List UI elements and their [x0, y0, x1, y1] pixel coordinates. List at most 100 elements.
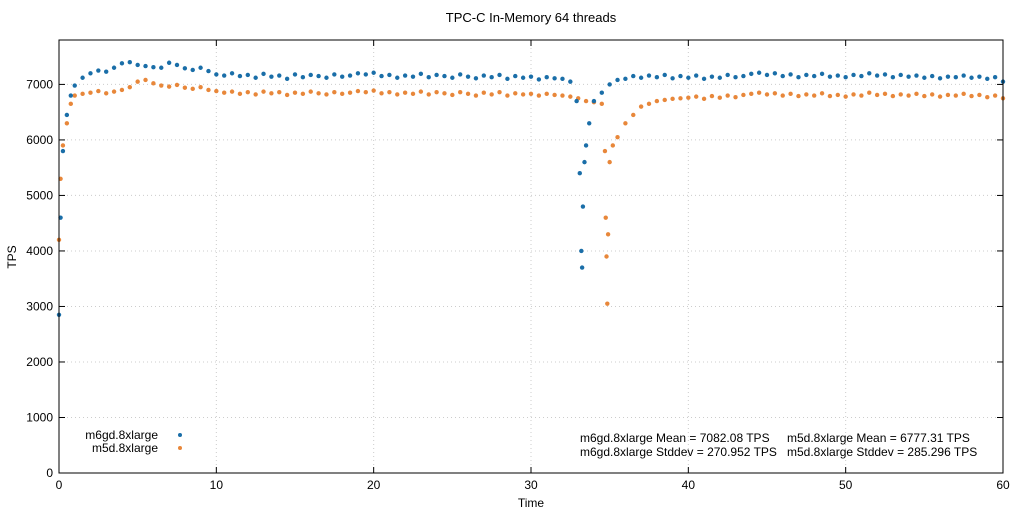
data-point-m6gd [229, 71, 235, 76]
data-point-m5d [638, 104, 644, 109]
data-points [56, 60, 1006, 317]
data-point-m6gd [969, 75, 974, 80]
data-point-m6gd [363, 72, 368, 77]
data-point-m5d [741, 92, 746, 98]
x-tick-label: 10 [210, 478, 224, 492]
data-point-m6gd [395, 75, 400, 80]
data-point-m5d [686, 95, 691, 100]
data-point-m6gd [536, 77, 542, 82]
data-point-m6gd [898, 72, 903, 78]
data-point-m5d [60, 143, 66, 148]
data-point-m6gd [906, 74, 911, 79]
data-point-m6gd [182, 66, 188, 71]
legend: m6gd.8xlarge m5d.8xlarge [85, 428, 182, 455]
data-point-m5d [450, 92, 455, 98]
data-point-m5d [922, 93, 927, 99]
data-point-m6gd [80, 75, 85, 80]
data-point-m5d [605, 232, 611, 237]
data-point-m5d [992, 93, 998, 98]
data-point-m5d [80, 91, 85, 97]
data-point-m5d [788, 91, 793, 97]
data-point-m6gd [308, 72, 313, 78]
data-point-m5d [410, 91, 416, 97]
data-point-m5d [780, 93, 785, 98]
data-point-m5d [646, 101, 652, 107]
data-point-m5d [953, 93, 958, 98]
data-point-m5d [985, 94, 990, 100]
data-point-m5d [292, 90, 298, 95]
data-point-m5d [610, 143, 616, 148]
data-point-m5d [772, 91, 778, 96]
data-point-m5d [961, 91, 966, 97]
data-point-m5d [717, 95, 722, 100]
data-point-m5d [143, 77, 148, 83]
data-point-m6gd [812, 73, 817, 79]
data-point-m5d [166, 84, 172, 89]
y-tick-label: 5000 [26, 188, 53, 202]
data-point-m6gd [780, 73, 785, 79]
data-point-m5d [111, 89, 117, 94]
data-point-m6gd [528, 74, 534, 79]
y-tick-label: 0 [46, 466, 53, 480]
data-point-m6gd [520, 75, 526, 80]
data-point-m5d [937, 94, 943, 99]
data-point-m5d [603, 215, 608, 220]
data-point-m6gd [788, 72, 793, 77]
data-point-m6gd [796, 74, 801, 80]
data-point-m6gd [135, 62, 140, 68]
data-point-m6gd [914, 73, 919, 78]
data-point-m5d [418, 89, 424, 94]
data-point-m6gd [874, 73, 880, 78]
data-point-m5d [174, 82, 180, 88]
data-point-m5d [198, 84, 203, 90]
data-point-m6gd [580, 204, 586, 209]
grid [58, 40, 1004, 474]
data-point-m5d [602, 148, 608, 154]
data-point-m6gd [977, 74, 982, 79]
data-point-m5d [72, 93, 77, 98]
data-point-m6gd [237, 73, 243, 79]
data-point-m5d [182, 85, 188, 90]
y-tick-label: 1000 [26, 410, 53, 424]
data-point-m5d [135, 79, 140, 84]
data-point-m6gd [72, 83, 77, 88]
data-point-m6gd [749, 71, 754, 77]
data-point-m6gd [579, 248, 584, 254]
data-point-m6gd [119, 61, 125, 66]
data-point-m5d [119, 87, 125, 93]
y-tick-label: 7000 [26, 77, 53, 91]
data-point-m6gd [316, 73, 321, 79]
data-point-m5d [528, 91, 534, 97]
y-axis-label: TPS [5, 245, 19, 268]
data-point-m6gd [851, 72, 856, 78]
data-point-m5d [654, 98, 660, 104]
data-point-m6gd [953, 74, 958, 80]
data-point-m6gd [733, 74, 738, 80]
data-point-m5d [945, 92, 951, 98]
data-point-m6gd [544, 74, 549, 80]
data-point-m6gd [579, 265, 585, 270]
data-point-m6gd [678, 73, 683, 79]
data-point-m6gd [277, 73, 282, 78]
data-point-m6gd [709, 74, 715, 79]
data-point-m5d [340, 91, 345, 97]
data-point-m5d [253, 92, 258, 97]
data-point-m6gd [127, 60, 132, 65]
data-point-m5d [709, 93, 715, 99]
data-point-m5d [229, 89, 235, 94]
data-point-m5d [678, 96, 683, 101]
data-point-m5d [355, 88, 361, 94]
data-point-m6gd [402, 73, 408, 78]
data-point-m5d [536, 93, 542, 98]
data-point-m6gd [245, 72, 250, 78]
data-point-m6gd [717, 75, 722, 80]
data-point-m5d [245, 89, 250, 95]
data-point-m6gd [442, 73, 447, 79]
annotation-m5d-mean: m5d.8xlarge Mean = 6777.31 TPS [787, 431, 970, 445]
data-point-m6gd [552, 76, 557, 81]
data-point-m5d [505, 93, 510, 98]
x-tick-label: 20 [367, 478, 381, 492]
data-point-m5d [379, 91, 384, 96]
data-point-m6gd [324, 75, 329, 80]
data-point-m6gd [347, 73, 353, 78]
